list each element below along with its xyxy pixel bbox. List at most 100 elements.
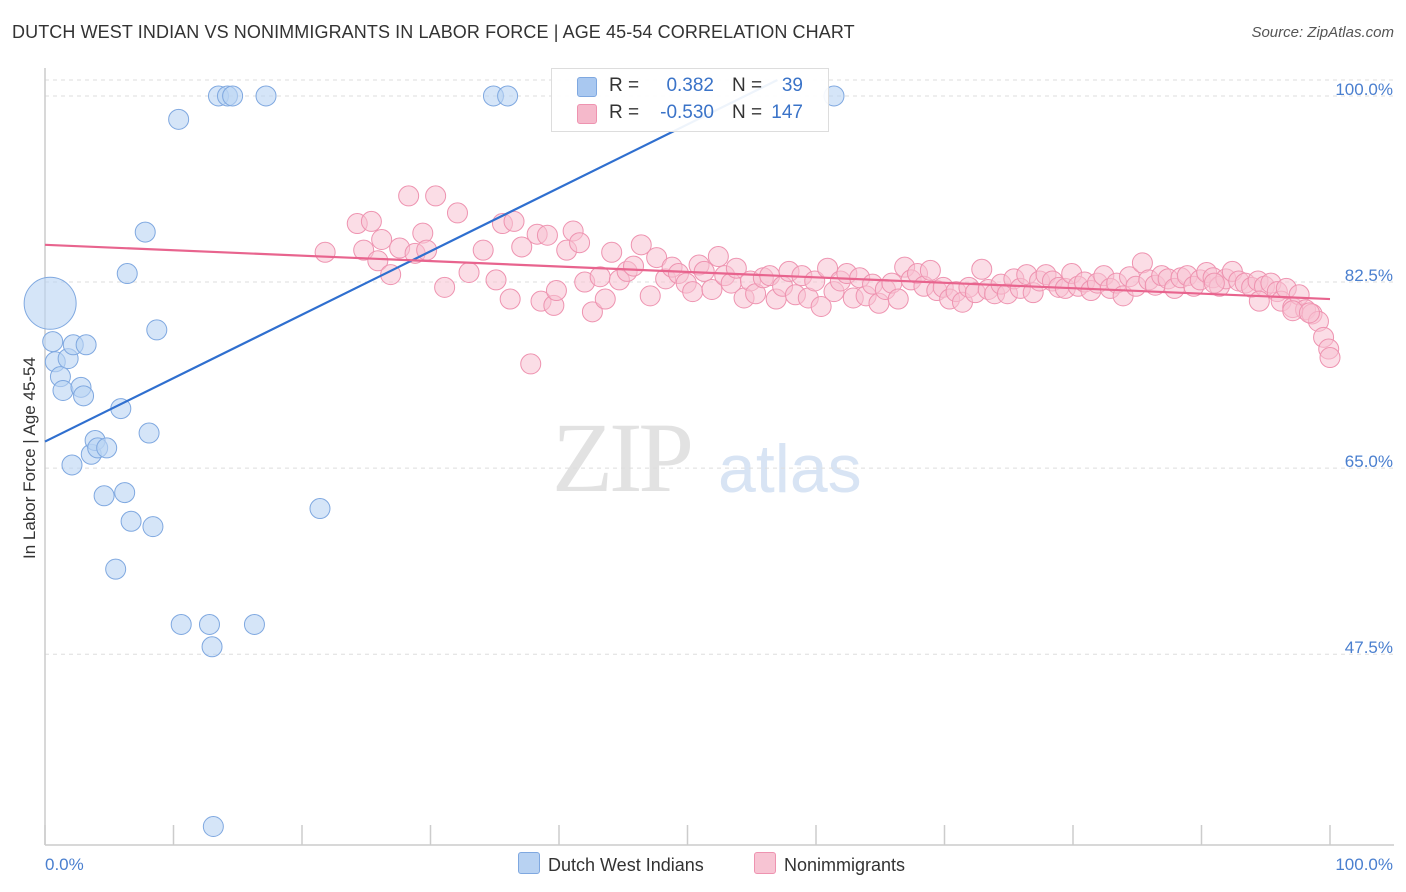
legend-row-dutch-west-indians: R = 0.382 N = 39	[552, 74, 828, 100]
dutch-west-indians-point	[61, 454, 83, 476]
dutch-west-indians-point	[75, 334, 97, 356]
legend-n-value: 147	[771, 102, 803, 123]
dutch-west-indians-point	[42, 331, 64, 353]
nonimmigrants-point	[1319, 347, 1341, 369]
nonimmigrants-point	[971, 258, 993, 280]
nonimmigrants-point	[804, 270, 826, 292]
legend-n-label: N =	[732, 102, 763, 123]
y-tick-label: 100.0%	[1335, 80, 1393, 99]
nonimmigrants-point	[520, 353, 542, 375]
legend-r-label: R =	[609, 102, 640, 123]
dutch-west-indians-point	[134, 221, 156, 243]
nonimmigrants-point	[1248, 290, 1270, 312]
dutch-west-indians-point	[497, 85, 519, 107]
nonimmigrants-point	[353, 239, 375, 261]
nonimmigrants-point	[371, 229, 393, 251]
trend-lines	[44, 79, 1331, 443]
dutch-west-indians-point	[93, 485, 115, 507]
y-tick-label: 65.0%	[1345, 452, 1393, 471]
nonimmigrants-point	[360, 210, 382, 232]
dutch-west-indians-point	[170, 613, 192, 635]
nonimmigrants-point	[472, 239, 494, 261]
nonimmigrants-point	[646, 247, 668, 269]
nonimmigrants-point	[701, 278, 723, 300]
legend-n-label: N =	[732, 75, 763, 96]
bottom-legend-nonimmigrants: Nonimmigrants	[754, 852, 905, 876]
dutch-west-indians-point	[168, 108, 190, 130]
nonimmigrants-point	[545, 280, 567, 302]
dutch-west-indians-point	[23, 276, 77, 330]
dutch-west-indians-point	[201, 636, 223, 658]
chart-title: DUTCH WEST INDIAN VS NONIMMIGRANTS IN LA…	[12, 22, 855, 42]
nonimmigrants-point	[446, 202, 468, 224]
nonimmigrants-point	[887, 288, 909, 310]
nonimmigrants-point	[499, 288, 521, 310]
nonimmigrants-point	[569, 232, 591, 254]
legend-row-nonimmigrants: R = -0.530 N = 147	[552, 101, 828, 127]
dutch-west-indians-point	[142, 516, 164, 538]
dutch-west-indians-points	[23, 85, 845, 837]
legend-n-value: 39	[781, 75, 803, 96]
nonimmigrants-point	[1298, 302, 1320, 324]
dutch-west-indians-point	[243, 613, 265, 635]
x-tick-label: 100.0%	[1335, 855, 1393, 874]
watermark-zip: ZIP	[552, 402, 694, 513]
bottom-legend-dutch-west-indians: Dutch West Indians	[518, 852, 704, 876]
nonimmigrants-point	[707, 246, 729, 268]
nonimmigrants-point	[919, 259, 941, 281]
y-tick-label: 82.5%	[1345, 266, 1393, 285]
nonimmigrants-point	[623, 255, 645, 277]
nonimmigrants-point	[434, 276, 456, 298]
bottom-legend-swatch-blue	[518, 852, 540, 874]
nonimmigrants-point	[601, 241, 623, 263]
dutch-west-indians-point	[309, 498, 331, 520]
nonimmigrants-trend-line	[44, 243, 1331, 301]
dutch-west-indians-point	[120, 510, 142, 532]
nonimmigrants-point	[639, 285, 661, 307]
nonimmigrants-point	[425, 185, 447, 207]
nonimmigrants-point	[314, 241, 336, 263]
dutch-west-indians-point	[96, 437, 118, 459]
nonimmigrants-point	[511, 236, 533, 258]
dutch-west-indians-point	[73, 385, 95, 407]
dutch-west-indians-point	[105, 558, 127, 580]
nonimmigrants-point	[503, 210, 525, 232]
tick-labels: 100.0% 82.5% 65.0% 47.5% 0.0% 100.0%	[45, 80, 1393, 874]
dutch-west-indians-point	[116, 263, 138, 285]
legend-r-value: -0.530	[660, 102, 714, 123]
nonimmigrants-point	[589, 266, 611, 288]
nonimmigrants-point	[581, 301, 603, 323]
watermark-atlas: atlas	[718, 431, 862, 507]
nonimmigrants-point	[630, 234, 652, 256]
nonimmigrants-point	[594, 288, 616, 310]
dutch-west-indians-point	[146, 319, 168, 341]
correlation-legend: R = 0.382 N = 39 R = -0.530 N = 147	[551, 68, 829, 132]
nonimmigrants-point	[485, 269, 507, 291]
dutch-west-indians-point	[255, 85, 277, 107]
bottom-legend-swatch-pink	[754, 852, 776, 874]
dutch-west-indians-point	[202, 815, 224, 837]
dutch-west-indians-point	[52, 380, 74, 402]
legend-swatch-blue	[577, 77, 597, 97]
nonimmigrants-points	[314, 185, 1341, 375]
nonimmigrants-point	[810, 296, 832, 317]
legend-r-label: R =	[609, 75, 640, 96]
dutch-west-indians-point	[198, 613, 220, 635]
grid-lines	[45, 79, 1394, 655]
bottom-legend-label: Dutch West Indians	[548, 855, 704, 875]
nonimmigrants-point	[682, 281, 704, 303]
x-tick-label: 0.0%	[45, 855, 84, 874]
legend-swatch-pink	[577, 104, 597, 124]
dutch-west-indians-point	[138, 422, 160, 444]
bottom-legend-label: Nonimmigrants	[784, 855, 906, 875]
y-axis-label: In Labor Force | Age 45-54	[20, 357, 39, 559]
nonimmigrants-point	[536, 224, 558, 246]
nonimmigrants-point	[367, 250, 389, 272]
source-label: Source: ZipAtlas.com	[1251, 24, 1394, 41]
nonimmigrants-point	[398, 185, 420, 207]
nonimmigrants-point	[1203, 272, 1225, 294]
nonimmigrants-point	[458, 261, 480, 283]
axes	[44, 68, 1394, 846]
dutch-west-indians-point	[222, 85, 244, 107]
